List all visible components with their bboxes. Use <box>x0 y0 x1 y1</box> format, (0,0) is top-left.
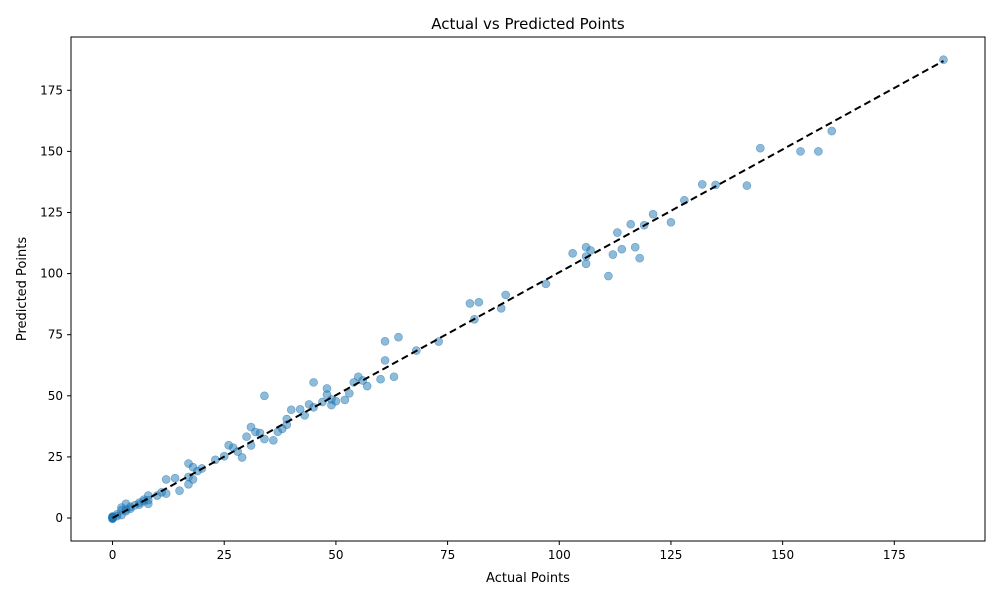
x-tick-label: 0 <box>109 548 117 562</box>
data-point <box>331 396 341 406</box>
x-tick-label: 175 <box>883 548 906 562</box>
data-point <box>242 432 251 441</box>
data-point <box>175 486 184 495</box>
data-point <box>170 473 180 483</box>
data-point <box>161 475 171 484</box>
data-point <box>604 271 613 281</box>
data-point <box>300 411 309 420</box>
data-point <box>501 290 510 300</box>
data-point <box>608 250 618 259</box>
x-axis-ticks: 0 25 50 75 100 125 150 175 <box>109 541 906 562</box>
data-point <box>648 209 658 219</box>
y-tick-label: 25 <box>48 450 63 464</box>
data-point <box>282 420 292 429</box>
x-tick-label: 125 <box>659 548 682 562</box>
data-point <box>635 253 644 263</box>
y-tick-label: 150 <box>40 144 63 158</box>
y-tick-label: 75 <box>48 328 63 342</box>
reference-line-layer <box>112 60 944 519</box>
data-point <box>626 219 636 229</box>
data-point <box>260 434 269 444</box>
data-point <box>295 404 305 414</box>
y-axis-ticks: 0 25 50 75 100 125 150 175 <box>40 83 71 525</box>
data-point <box>380 337 390 346</box>
chart-title: Actual vs Predicted Points <box>431 15 625 33</box>
data-point <box>269 435 278 445</box>
y-axis-label: Predicted Points <box>15 237 30 341</box>
x-axis-label: Actual Points <box>486 571 570 586</box>
data-point <box>286 405 296 415</box>
data-point <box>380 356 390 365</box>
plot-frame <box>70 36 986 542</box>
reference-line <box>112 60 944 519</box>
data-point <box>309 378 318 387</box>
data-point <box>827 126 837 136</box>
data-point <box>474 297 484 307</box>
data-point <box>617 244 627 254</box>
data-point <box>742 181 752 190</box>
data-point <box>814 147 823 156</box>
data-point <box>394 332 403 342</box>
data-point <box>465 299 475 308</box>
data-point <box>345 389 354 398</box>
data-point <box>541 279 551 289</box>
y-tick-label: 0 <box>55 511 63 525</box>
data-point <box>581 259 591 269</box>
data-point <box>237 453 247 462</box>
x-tick-label: 100 <box>548 548 571 562</box>
x-tick-label: 50 <box>328 548 343 562</box>
y-tick-label: 50 <box>48 389 63 403</box>
data-point <box>188 475 198 484</box>
data-point <box>568 249 577 258</box>
data-point <box>389 372 399 382</box>
data-point <box>613 228 622 237</box>
data-point <box>630 242 640 252</box>
data-point <box>434 337 443 346</box>
data-point <box>340 395 350 405</box>
x-tick-label: 25 <box>217 548 232 562</box>
data-point <box>697 180 707 189</box>
data-point <box>796 147 805 156</box>
x-tick-label: 150 <box>771 548 794 562</box>
y-tick-label: 175 <box>40 83 63 97</box>
data-point <box>939 55 948 65</box>
data-point <box>666 217 676 227</box>
data-point <box>376 374 385 384</box>
data-point <box>586 246 595 255</box>
y-tick-label: 125 <box>40 205 63 219</box>
data-point <box>755 143 765 153</box>
x-tick-label: 75 <box>440 548 455 562</box>
data-point <box>362 381 372 391</box>
y-tick-label: 100 <box>40 267 63 281</box>
data-point <box>260 391 269 401</box>
